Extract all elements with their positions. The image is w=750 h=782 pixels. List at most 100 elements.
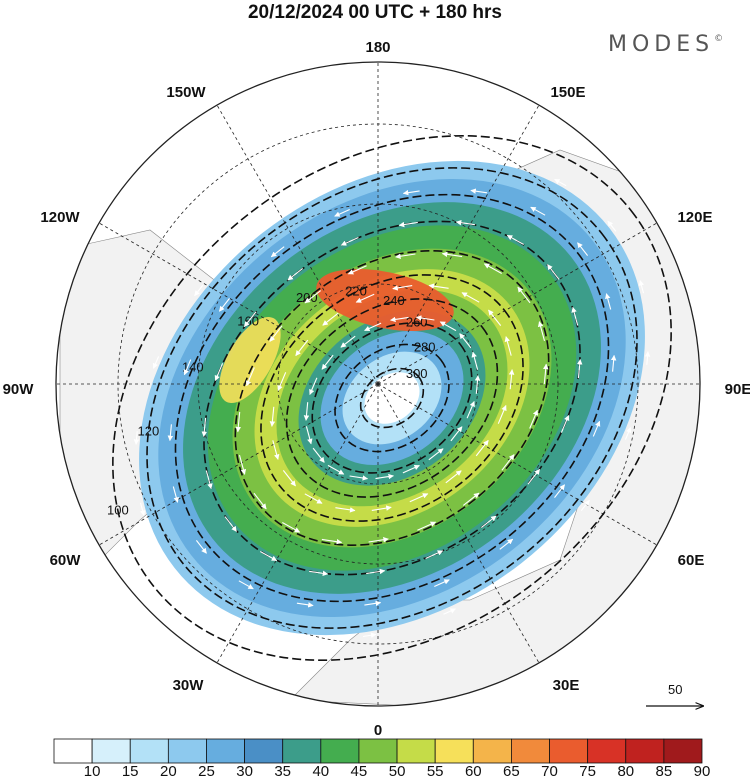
wind-arrow-10 (312, 447, 325, 463)
lon-label-60e: 60E (678, 552, 705, 569)
wind-arrow-65 (480, 515, 497, 529)
colorbar-tick-25: 25 (198, 763, 215, 780)
wind-arrow-5 (428, 448, 444, 461)
wind-arrow-7 (375, 473, 394, 480)
wind-arrow-69 (260, 551, 278, 562)
contour-label-240: 240 (383, 293, 405, 308)
longitude-labels: 180 150E 120E 90E 60E 30E 0 30W 60W 90W 120W 150W (3, 39, 750, 739)
contour-260 (311, 322, 473, 474)
wind-arrow-58 (441, 251, 463, 258)
colorbar-swatch-1 (91, 738, 131, 764)
wind-arrow-36 (355, 293, 375, 303)
wind-arrow-28 (335, 507, 356, 513)
wind-arrow-51 (238, 454, 247, 475)
wind-arrow-47 (368, 537, 389, 543)
colorbar-tick-45: 45 (351, 763, 368, 780)
colorbar-tick-35: 35 (274, 763, 291, 780)
wind-arrow-30 (282, 470, 296, 487)
wind-arrow-27 (371, 505, 392, 511)
wind-arrow-43 (529, 409, 539, 429)
wind-arrow-88 (296, 602, 314, 608)
colorbar-swatch-16 (663, 738, 703, 764)
wind-arrow-17 (390, 316, 409, 323)
wind-arrow-54 (269, 325, 283, 342)
wind-arrow-82 (610, 354, 617, 372)
lon-label-60w: 60W (50, 552, 82, 569)
wind-vectors (133, 156, 651, 640)
wind-arrow-22 (508, 369, 515, 390)
colorbar-swatch-0 (53, 738, 93, 764)
colorbar-tick-90: 90 (694, 763, 711, 780)
wind-arrow-67 (366, 568, 386, 575)
wind-arrow-66 (425, 550, 444, 560)
latitude-circle-0 (277, 283, 479, 485)
contour-label-200: 200 (296, 290, 318, 305)
wind-arrow-26 (409, 493, 429, 503)
contour-label-300: 300 (406, 366, 428, 381)
colorbar-tick-40: 40 (312, 763, 329, 780)
contour-200 (234, 250, 550, 546)
colorbar: 10 15 20 25 30 35 40 45 50 55 60 65 70 75 80 85 90 (53, 738, 711, 780)
colorbar-tick-10: 10 (84, 763, 101, 780)
colorbar-tick-20: 20 (160, 763, 177, 780)
wind-arrow-93 (183, 359, 192, 376)
contour-240 (285, 298, 499, 498)
wind-arrow-1 (471, 351, 479, 370)
wind-arrow-105 (518, 562, 530, 572)
wind-arrow-101 (638, 279, 645, 294)
wind-arrow-89 (238, 580, 254, 590)
wind-arrow-19 (439, 321, 457, 332)
lon-label-120w: 120W (40, 209, 80, 226)
wind-arrow-56 (347, 265, 367, 275)
wind-arrow-6 (402, 464, 420, 474)
wind-arrow-77 (398, 221, 418, 228)
wind-arrow-49 (282, 522, 301, 533)
wind-arrow-97 (402, 189, 420, 196)
wind-arrow-74 (243, 311, 257, 328)
colorbar-swatch-4 (206, 738, 245, 764)
lon-label-150e: 150E (550, 84, 585, 101)
colorbar-swatch-12 (511, 738, 550, 764)
wind-arrow-113 (152, 356, 160, 369)
wind-arrow-8 (349, 475, 369, 481)
wind-arrow-38 (428, 283, 449, 289)
wind-arrow-11 (305, 426, 313, 445)
wind-arrow-83 (592, 420, 601, 437)
wind-arrow-48 (321, 538, 343, 545)
wind-arrow-33 (277, 372, 287, 392)
contour-280 (334, 343, 450, 453)
reference-vector: 50 (646, 682, 703, 706)
colorbar-tick-75: 75 (579, 763, 596, 780)
wind-arrow-31 (272, 440, 280, 460)
wind-arrow-78 (455, 219, 475, 226)
colorbar-tick-70: 70 (541, 763, 558, 780)
contour-label-100: 100 (107, 502, 129, 517)
wind-arrow-104 (580, 499, 590, 511)
wind-arrow-20 (488, 309, 502, 326)
colorbar-swatch-15 (625, 738, 665, 764)
wind-arrow-12 (303, 402, 310, 421)
lon-label-180: 180 (365, 39, 390, 56)
colorbar-tick-30: 30 (236, 763, 253, 780)
wind-arrow-50 (253, 492, 267, 510)
wind-arrow-90 (195, 540, 207, 554)
wind-arrow-116 (327, 181, 341, 188)
colorbar-swatch-8 (358, 738, 398, 764)
lon-label-30w: 30W (173, 677, 205, 694)
brand-name: MODES (608, 32, 715, 57)
wind-arrow-40 (517, 286, 531, 304)
wind-arrow-71 (205, 470, 213, 490)
wind-arrow-32 (269, 406, 276, 427)
wind-arrow-55 (304, 290, 322, 304)
contour-label-160: 160 (237, 313, 259, 328)
colorbar-swatch-9 (396, 738, 436, 764)
wind-arrow-39 (461, 292, 480, 303)
wind-arrow-13 (309, 377, 318, 396)
lon-label-30e: 30E (553, 677, 580, 694)
reference-vector-label: 50 (668, 682, 682, 697)
wind-arrow-99 (530, 206, 546, 216)
colorbar-tick-55: 55 (427, 763, 444, 780)
wind-arrow-103 (624, 427, 632, 440)
lon-label-150w: 150W (166, 84, 206, 101)
wind-arrow-23 (497, 404, 507, 424)
